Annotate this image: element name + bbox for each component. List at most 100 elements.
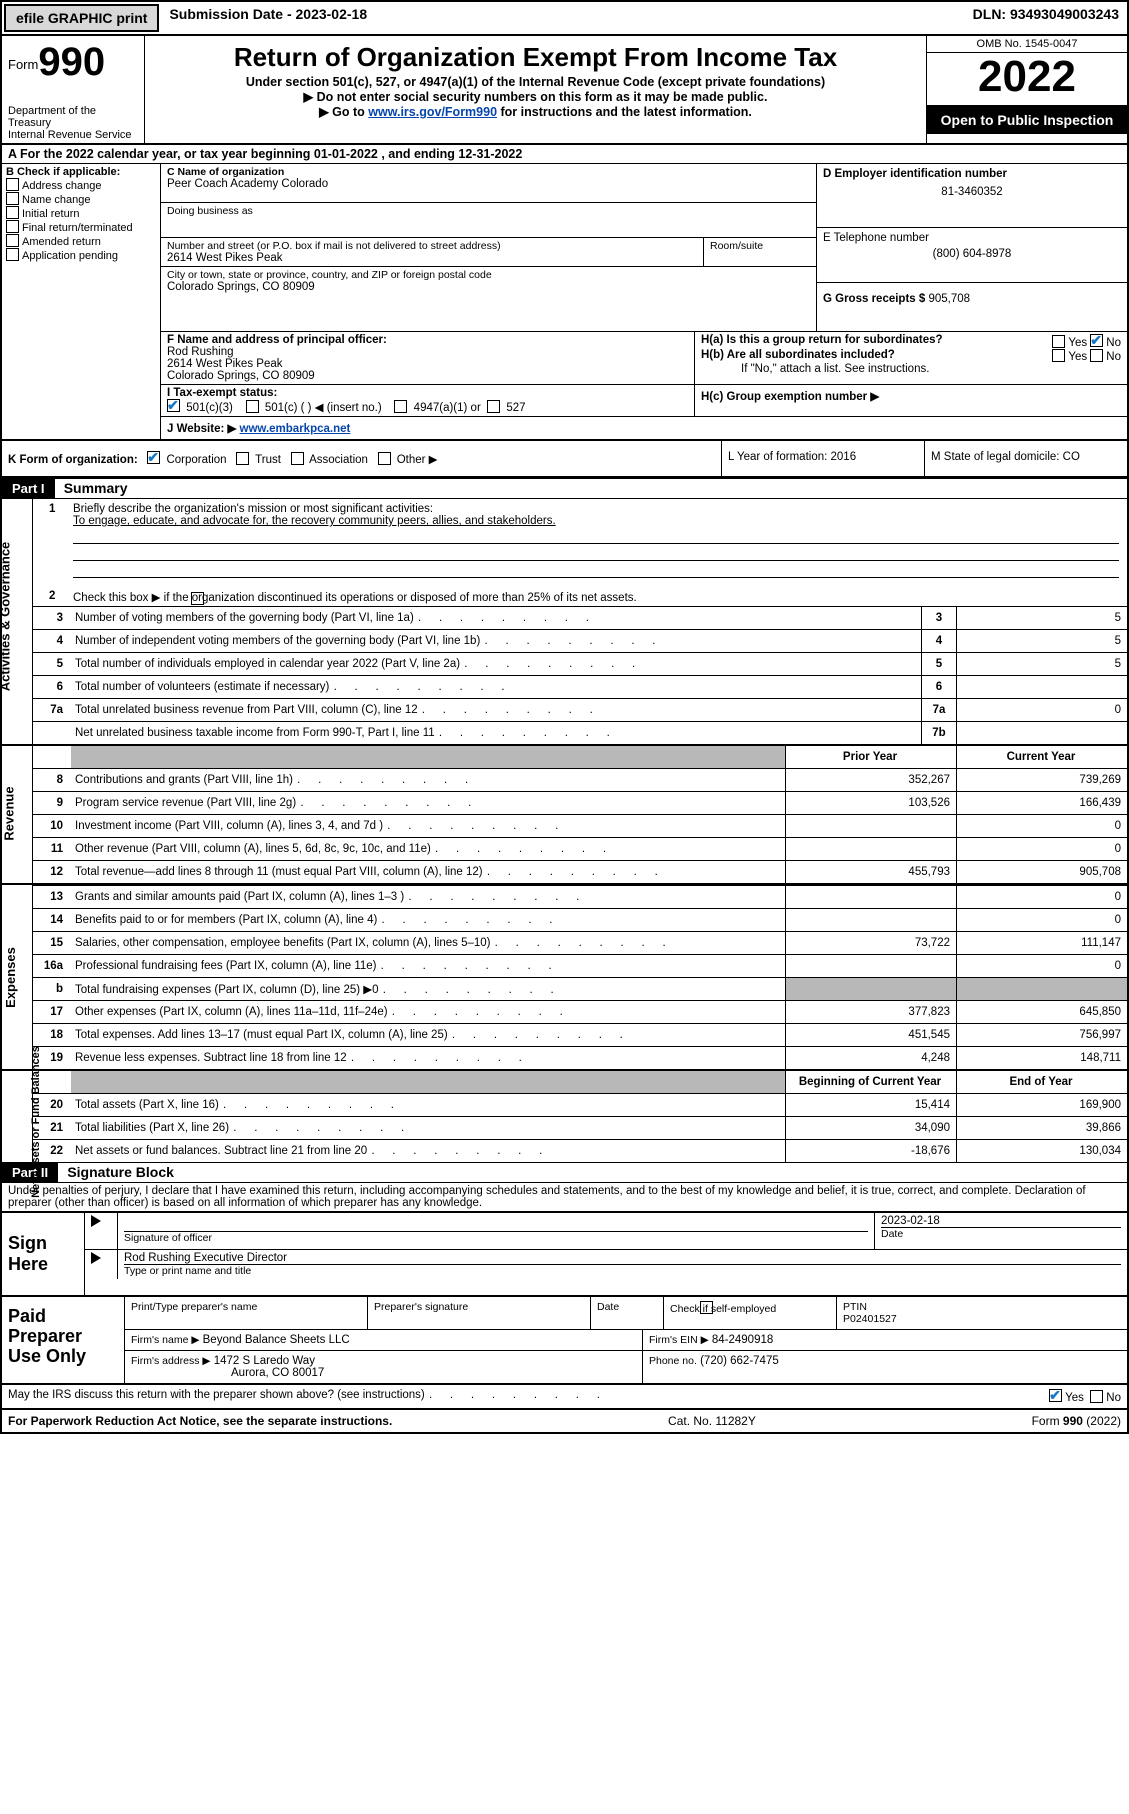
tax-year: 2022 (927, 53, 1127, 106)
hb-note: If "No," attach a list. See instructions… (701, 363, 1121, 375)
cat-no: Cat. No. 11282Y (668, 1414, 756, 1428)
part-i-title: Summary (58, 480, 128, 496)
label-ein: D Employer identification number (823, 168, 1121, 180)
officer-title: Rod Rushing Executive Director (124, 1252, 1121, 1264)
chk-discuss-yes[interactable] (1049, 1389, 1062, 1402)
paperwork-notice: For Paperwork Reduction Act Notice, see … (8, 1414, 392, 1428)
phone: (800) 604-8978 (823, 244, 1121, 260)
subtitle-goto: ▶ Go to www.irs.gov/Form990 for instruct… (151, 104, 920, 119)
prep-sig-label: Preparer's signature (368, 1297, 591, 1329)
year-of-formation: L Year of formation: 2016 (721, 441, 924, 476)
label-gross-receipts: G Gross receipts $ (823, 293, 925, 305)
chk-initial-return[interactable] (6, 206, 19, 219)
chk-self-employed[interactable] (700, 1301, 713, 1314)
date-label: Date (881, 1227, 1121, 1240)
mission-text: To engage, educate, and advocate for, th… (73, 515, 556, 527)
chk-address-change[interactable] (6, 178, 19, 191)
side-label-activities: Activities & Governance (2, 499, 33, 744)
efile-print-button[interactable]: efile GRAPHIC print (4, 4, 159, 32)
treasury-dept: Department of the TreasuryInternal Reven… (8, 105, 138, 141)
chk-4947[interactable] (394, 400, 407, 413)
firm-phone: (720) 662-7475 (700, 1355, 779, 1367)
firm-ein: 84-2490918 (712, 1334, 773, 1346)
chk-hb-no[interactable] (1090, 349, 1103, 362)
org-name: Peer Coach Academy Colorado (167, 178, 810, 190)
label-ha: H(a) Is this a group return for subordin… (701, 334, 943, 349)
label-website: J Website: ▶ (167, 423, 236, 435)
side-label-revenue: Revenue (2, 746, 33, 883)
chk-app-pending[interactable] (6, 248, 19, 261)
street-address: 2614 West Pikes Peak (167, 252, 697, 264)
chk-name-change[interactable] (6, 192, 19, 205)
subtitle-501c: Under section 501(c), 527, or 4947(a)(1)… (151, 75, 920, 89)
label-tax-exempt: I Tax-exempt status: (167, 387, 277, 399)
chk-final-return[interactable] (6, 220, 19, 233)
ptin: PTINP02401527 (837, 1297, 1127, 1329)
firm-addr2: Aurora, CO 80017 (131, 1367, 324, 1379)
summary-table-governance: 3Number of voting members of the governi… (33, 606, 1127, 744)
summary-table-expenses: 13Grants and similar amounts paid (Part … (33, 885, 1127, 1069)
label-dba: Doing business as (167, 205, 810, 217)
label-city: City or town, state or province, country… (167, 269, 810, 281)
officer-name: Rod Rushing (167, 346, 688, 358)
chk-assoc[interactable] (291, 452, 304, 465)
summary-table-netassets: Beginning of Current Year End of Year 20… (33, 1071, 1127, 1162)
chk-amended[interactable] (6, 234, 19, 247)
box-b-checkboxes: B Check if applicable: Address change Na… (2, 164, 161, 439)
chk-corp[interactable] (147, 451, 160, 464)
city-state-zip: Colorado Springs, CO 80909 (167, 281, 810, 293)
arrow-icon (91, 1252, 101, 1264)
website-link[interactable]: www.embarkpca.net (240, 423, 351, 435)
firm-name: Beyond Balance Sheets LLC (203, 1334, 350, 1346)
open-to-public: Open to Public Inspection (927, 106, 1127, 134)
chk-line2[interactable] (191, 592, 204, 605)
self-employed: Check if self-employed (664, 1297, 837, 1329)
label-org-name: C Name of organization (167, 166, 810, 178)
chk-501c[interactable] (246, 400, 259, 413)
chk-trust[interactable] (236, 452, 249, 465)
label-hb: H(b) Are all subordinates included? (701, 349, 895, 363)
form-id-block: Form990 Department of the TreasuryIntern… (2, 36, 145, 143)
chk-discuss-no[interactable] (1090, 1390, 1103, 1403)
prep-name-label: Print/Type preparer's name (125, 1297, 368, 1329)
label-hc: H(c) Group exemption number ▶ (701, 391, 879, 403)
discuss-question: May the IRS discuss this return with the… (8, 1389, 1049, 1404)
prep-date-label: Date (591, 1297, 664, 1329)
chk-other[interactable] (378, 452, 391, 465)
side-label-expenses: Expenses (2, 885, 33, 1069)
summary-table-revenue: Prior Year Current Year 8Contributions a… (33, 746, 1127, 883)
dln: DLN: 93493049003243 (965, 2, 1127, 34)
subtitle-ssn: ▶ Do not enter social security numbers o… (151, 89, 920, 104)
chk-ha-yes[interactable] (1052, 335, 1065, 348)
chk-501c3[interactable] (167, 399, 180, 412)
form-title: Return of Organization Exempt From Incom… (151, 42, 920, 73)
sig-officer-label: Signature of officer (124, 1231, 868, 1244)
chk-ha-no[interactable] (1090, 334, 1103, 347)
arrow-icon (91, 1215, 101, 1227)
gross-receipts: 905,708 (928, 293, 970, 305)
side-label-netassets: Net Assets or Fund Balances (2, 1071, 33, 1162)
irs-link[interactable]: www.irs.gov/Form990 (368, 105, 497, 119)
top-toolbar: efile GRAPHIC print Submission Date - 20… (2, 2, 1127, 36)
paid-preparer-label: Paid Preparer Use Only (2, 1297, 124, 1383)
omb-number: OMB No. 1545-0047 (927, 36, 1127, 53)
label-room: Room/suite (710, 240, 810, 252)
part-i-label: Part I (2, 479, 55, 498)
chk-hb-yes[interactable] (1052, 349, 1065, 362)
line1-label: Briefly describe the organization's miss… (73, 503, 433, 515)
firm-addr1: 1472 S Laredo Way (214, 1355, 315, 1367)
chk-527[interactable] (487, 400, 500, 413)
label-officer: F Name and address of principal officer: (167, 334, 688, 346)
state-of-domicile: M State of legal domicile: CO (924, 441, 1127, 476)
label-phone: E Telephone number (823, 232, 1121, 244)
part-ii-title: Signature Block (61, 1164, 174, 1180)
sign-here-label: Sign Here (2, 1213, 84, 1295)
submission-date-label: Submission Date - 2023-02-18 (161, 2, 375, 34)
label-street: Number and street (or P.O. box if mail i… (167, 240, 697, 252)
line2-text: Check this box ▶ if the organization dis… (73, 592, 637, 604)
line-a-tax-year: A For the 2022 calendar year, or tax yea… (2, 145, 1127, 164)
label-form-of-org: K Form of organization: (8, 454, 138, 466)
officer-sub: Type or print name and title (124, 1264, 1121, 1277)
ein: 81-3460352 (823, 180, 1121, 198)
sig-date: 2023-02-18 (881, 1215, 1121, 1227)
